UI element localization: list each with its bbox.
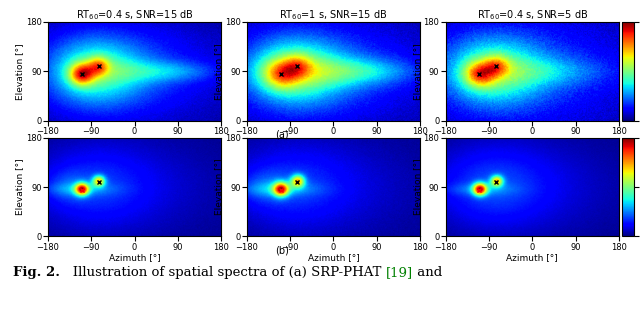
Title: RT$_{60}$=0.4 s, SNR=15 dB: RT$_{60}$=0.4 s, SNR=15 dB	[76, 8, 193, 22]
Text: and: and	[413, 266, 442, 280]
Y-axis label: Elevation [°]: Elevation [°]	[15, 43, 24, 100]
Text: Illustration of spatial spectra of (a) SRP-PHAT: Illustration of spatial spectra of (a) S…	[60, 266, 385, 280]
Y-axis label: Elevation [°]: Elevation [°]	[214, 159, 223, 215]
Y-axis label: Elevation [°]: Elevation [°]	[15, 159, 24, 215]
X-axis label: Azimuth [°]: Azimuth [°]	[109, 253, 161, 262]
Text: [19]: [19]	[385, 266, 413, 280]
Title: RT$_{60}$=1 s, SNR=15 dB: RT$_{60}$=1 s, SNR=15 dB	[279, 8, 388, 22]
X-axis label: Azimuth [°]: Azimuth [°]	[506, 137, 558, 146]
X-axis label: Azimuth [°]: Azimuth [°]	[308, 137, 359, 146]
Title: RT$_{60}$=0.4 s, SNR=5 dB: RT$_{60}$=0.4 s, SNR=5 dB	[477, 8, 588, 22]
X-axis label: Azimuth [°]: Azimuth [°]	[506, 253, 558, 262]
X-axis label: Azimuth [°]: Azimuth [°]	[308, 253, 359, 262]
Y-axis label: Elevation [°]: Elevation [°]	[214, 43, 223, 100]
Text: Fig. 2.: Fig. 2.	[13, 266, 60, 280]
Text: (a): (a)	[275, 130, 289, 140]
X-axis label: Azimuth [°]: Azimuth [°]	[109, 137, 161, 146]
Text: (b): (b)	[275, 246, 289, 256]
Y-axis label: Elevation [°]: Elevation [°]	[413, 159, 422, 215]
Y-axis label: Elevation [°]: Elevation [°]	[413, 43, 422, 100]
